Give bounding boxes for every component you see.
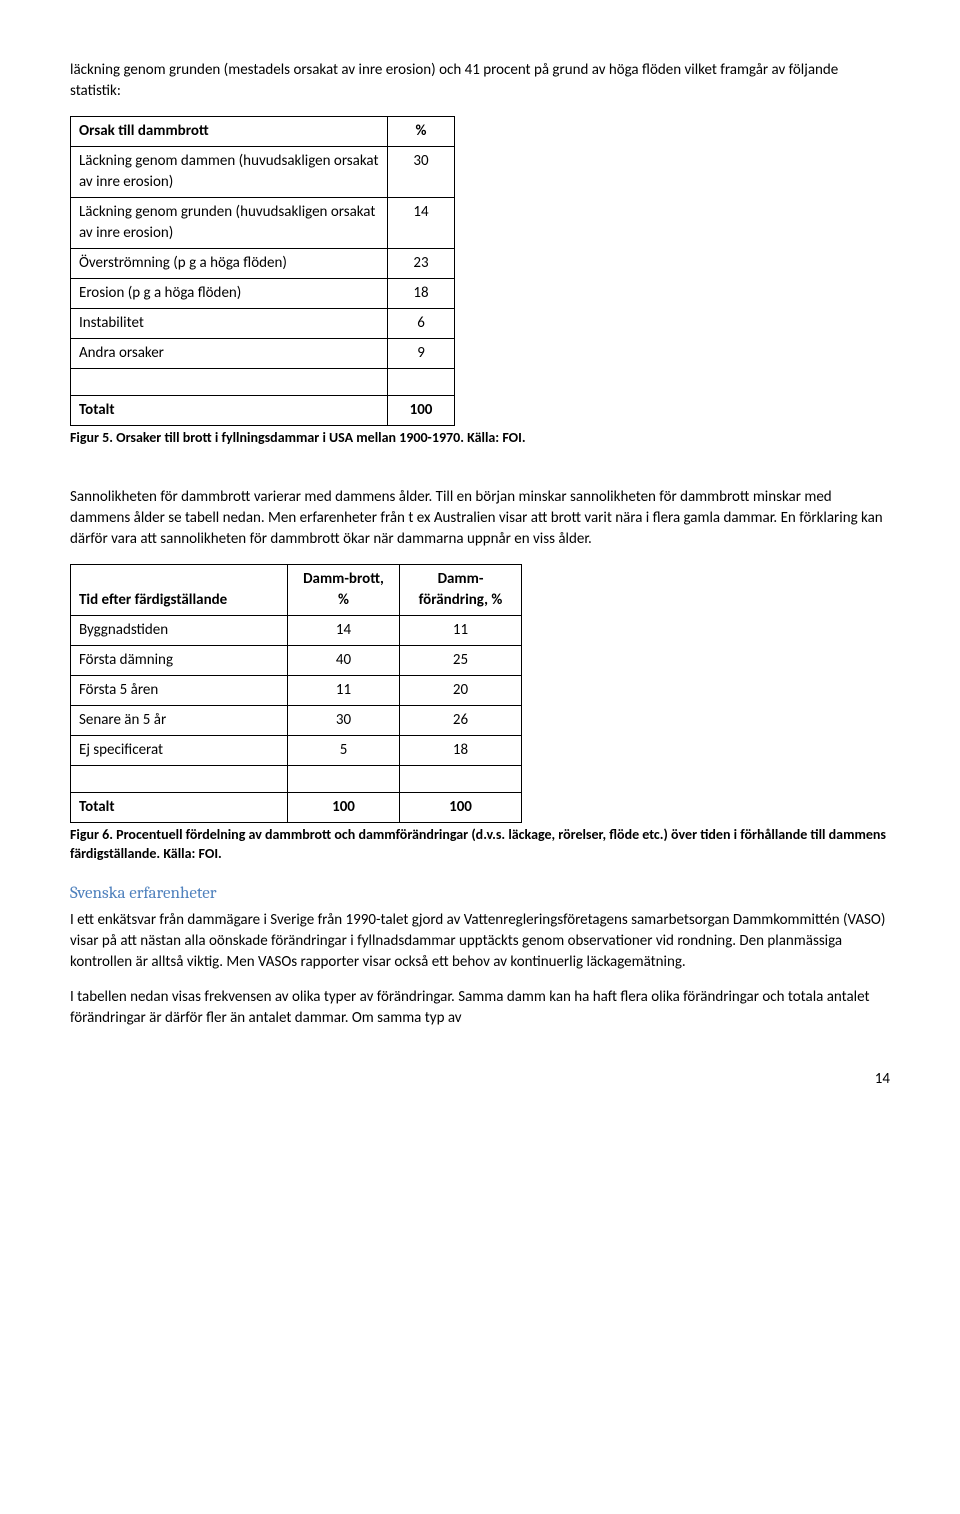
subheading-svenska: Svenska erfarenheter: [70, 882, 890, 906]
t2-row-label: Senare än 5 år: [71, 705, 288, 735]
t2-empty-cell: [71, 765, 288, 792]
page-number: 14: [70, 1069, 890, 1090]
t2-row-label: Ej specificerat: [71, 735, 288, 765]
t1-row-val: 14: [388, 198, 455, 249]
t2-row-v1: 11: [288, 675, 400, 705]
t1-row-val: 30: [388, 147, 455, 198]
figure5-caption: Figur 5. Orsaker till brott i fyllningsd…: [70, 428, 890, 448]
t1-row-val: 23: [388, 249, 455, 279]
t2-row-label: Första dämning: [71, 645, 288, 675]
mid-paragraph: Sannolikheten för dammbrott varierar med…: [70, 487, 890, 550]
t1-total-val: 100: [388, 396, 455, 426]
t2-header-time: Tid efter färdigställande: [71, 564, 288, 615]
t2-row-label: Första 5 åren: [71, 675, 288, 705]
t1-total-label: Totalt: [71, 396, 388, 426]
t1-row-label: Överströmning (p g a höga flöden): [71, 249, 388, 279]
table-time: Tid efter färdigställande Damm-brott, % …: [70, 564, 522, 823]
t1-row-label: Erosion (p g a höga flöden): [71, 279, 388, 309]
t1-row-val: 18: [388, 279, 455, 309]
t1-empty-cell: [71, 369, 388, 396]
t2-row-v1: 5: [288, 735, 400, 765]
intro-paragraph: läckning genom grunden (mestadels orsaka…: [70, 60, 890, 102]
t2-row-v2: 26: [400, 705, 522, 735]
svenska-para-2: I tabellen nedan visas frekvensen av oli…: [70, 987, 890, 1029]
t2-total-v2: 100: [400, 792, 522, 822]
t2-row-v1: 14: [288, 615, 400, 645]
svenska-para-1: I ett enkätsvar från dammägare i Sverige…: [70, 910, 890, 973]
t1-row-label: Andra orsaker: [71, 339, 388, 369]
t1-header-pct: %: [388, 117, 455, 147]
t1-row-label: Läckning genom grunden (huvudsakligen or…: [71, 198, 388, 249]
table-causes: Orsak till dammbrott % Läckning genom da…: [70, 116, 455, 426]
t2-total-v1: 100: [288, 792, 400, 822]
t1-header-cause: Orsak till dammbrott: [71, 117, 388, 147]
figure6-caption: Figur 6. Procentuell fördelning av dammb…: [70, 825, 890, 864]
t2-row-v2: 11: [400, 615, 522, 645]
t2-row-label: Byggnadstiden: [71, 615, 288, 645]
t2-total-label: Totalt: [71, 792, 288, 822]
t1-row-label: Instabilitet: [71, 309, 388, 339]
t1-empty-cell: [388, 369, 455, 396]
t1-row-val: 9: [388, 339, 455, 369]
t2-empty-cell: [400, 765, 522, 792]
t1-row-val: 6: [388, 309, 455, 339]
t2-row-v2: 25: [400, 645, 522, 675]
t2-empty-cell: [288, 765, 400, 792]
t2-row-v1: 40: [288, 645, 400, 675]
t2-row-v2: 20: [400, 675, 522, 705]
t2-header-forandring: Damm-förändring, %: [400, 564, 522, 615]
t1-row-label: Läckning genom dammen (huvudsakligen ors…: [71, 147, 388, 198]
t2-row-v1: 30: [288, 705, 400, 735]
t2-header-brott: Damm-brott, %: [288, 564, 400, 615]
t2-row-v2: 18: [400, 735, 522, 765]
